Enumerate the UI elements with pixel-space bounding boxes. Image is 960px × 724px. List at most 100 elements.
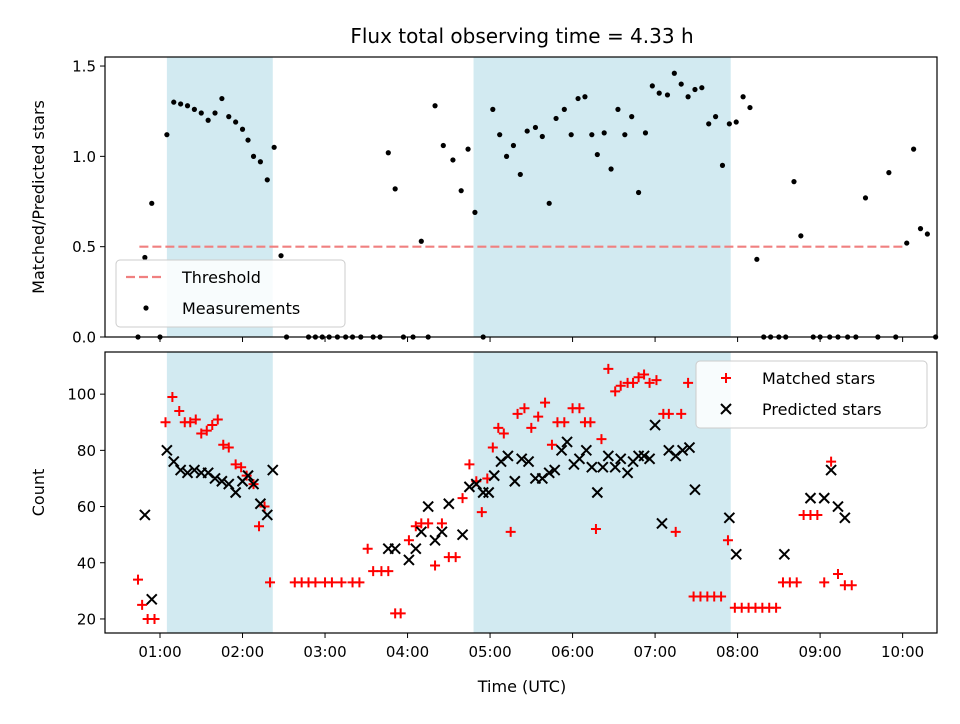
measurement-point	[226, 114, 232, 120]
matched-star-point	[722, 535, 733, 546]
matched-star-point	[174, 406, 185, 417]
matched-star-point	[585, 417, 596, 428]
predicted-star-point	[261, 509, 273, 521]
matched-star-point	[423, 518, 434, 529]
measurement-point	[575, 95, 581, 102]
matched-star-point	[615, 380, 626, 391]
measurement-point	[546, 200, 552, 206]
legend-measurement-label: Measurements	[182, 299, 300, 318]
measurement-point	[733, 119, 739, 125]
predicted-star-point	[602, 450, 615, 462]
figure-title: Flux total observing time = 4.33 h	[350, 24, 693, 48]
matched-star-point	[254, 521, 265, 532]
predicted-star-point	[638, 450, 650, 462]
predicted-star-point	[522, 455, 535, 468]
x-tick-label: 09:00	[798, 643, 841, 661]
measurement-point	[642, 130, 649, 136]
measurement-point	[184, 103, 191, 109]
matched-star-point	[476, 507, 487, 518]
measurement-point	[532, 124, 539, 131]
predicted-star-point	[614, 453, 627, 465]
predicted-star-point	[586, 461, 598, 473]
measurement-point	[472, 209, 478, 215]
predicted-star-point	[609, 461, 621, 473]
matched-star-point	[190, 414, 201, 425]
y-tick-label: 1.5	[72, 58, 96, 76]
predicted-star-point	[436, 526, 448, 538]
measurement-point	[629, 114, 635, 120]
y-tick-label: 0.5	[72, 238, 96, 256]
measurement-point	[692, 86, 698, 93]
matched-star-point	[383, 566, 394, 577]
measurement-point	[524, 128, 530, 134]
measurement-point	[539, 133, 545, 140]
matched-star-point	[236, 462, 247, 473]
predicted-star-point	[410, 542, 422, 555]
count-panel: 20 40 60 80 100 01:00 02:00 03:00 04:00 05:00 06:0…	[29, 351, 938, 661]
measurement-point	[924, 231, 930, 237]
matched-star-point	[670, 526, 681, 537]
measurement-point	[392, 186, 398, 192]
legend-matched-swatch	[721, 373, 731, 383]
measurement-point	[712, 114, 719, 120]
predicted-star-point	[621, 467, 634, 479]
predicted-star-point	[818, 492, 830, 504]
matched-star-point	[603, 363, 614, 374]
matched-star-point	[826, 456, 837, 467]
x-tick-label: 02:00	[221, 643, 264, 661]
measurement-point	[608, 166, 614, 172]
predicted-star-point	[146, 593, 158, 605]
y-tick-label: 1.0	[72, 148, 96, 166]
matched-star-point	[519, 403, 530, 414]
measurement-point	[245, 137, 251, 143]
measurement-point	[191, 106, 197, 112]
measurement-point	[726, 121, 732, 127]
y-axis-label: Matched/Predicted stars	[29, 100, 48, 294]
matched-star-point	[487, 442, 498, 453]
plot-frame	[104, 351, 938, 634]
predicted-star-point	[723, 512, 736, 524]
matched-star-point	[633, 372, 644, 383]
y-tick-label: 40	[77, 554, 96, 572]
matched-star-point	[196, 428, 207, 439]
measurement-point	[233, 119, 239, 125]
measurement-point	[205, 117, 211, 123]
matched-star-point	[716, 591, 727, 602]
matched-star-point	[464, 459, 475, 470]
matched-star-point	[846, 580, 857, 591]
predicted-star-point	[561, 436, 573, 448]
predicted-star-point	[730, 548, 742, 561]
matched-star-point	[791, 577, 802, 588]
matched-star-point	[771, 602, 782, 613]
matched-star-point	[559, 417, 570, 428]
matched-star-point	[512, 408, 523, 419]
predicted-star-point	[515, 453, 528, 465]
measurement-point	[271, 144, 277, 150]
y-tick-label: 60	[77, 498, 96, 516]
ratio-panel: 0.0 0.5 1.0 1.5 Matched/Predicted stars Thres…	[29, 56, 939, 347]
measurement-point	[432, 103, 438, 109]
predicted-star-point	[470, 478, 483, 490]
x-tick-label: 07:00	[633, 643, 676, 661]
predicted-star-point	[580, 444, 593, 457]
legend-predicted-swatch	[720, 403, 732, 415]
legend-box	[695, 360, 928, 429]
matched-star-point	[596, 434, 607, 445]
matched-star-point	[218, 439, 229, 450]
matched-star-point	[133, 574, 144, 585]
matched-star-point	[160, 417, 171, 428]
predicted-star-point	[139, 509, 151, 521]
y-tick-label: 0.0	[72, 329, 96, 347]
predicted-star-point	[456, 528, 469, 541]
measurement-point	[656, 90, 662, 96]
matched-star-point	[628, 377, 639, 388]
matched-star-point	[403, 535, 414, 546]
measurement-point	[568, 132, 574, 138]
measurement-point	[450, 157, 456, 163]
predicted-star-point	[509, 475, 521, 487]
predicted-star-point	[389, 542, 401, 555]
measurement-point	[798, 233, 804, 239]
legend-matched-label: Matched stars	[762, 369, 875, 388]
predicted-star-point	[555, 444, 568, 457]
measurement-point	[754, 256, 760, 262]
